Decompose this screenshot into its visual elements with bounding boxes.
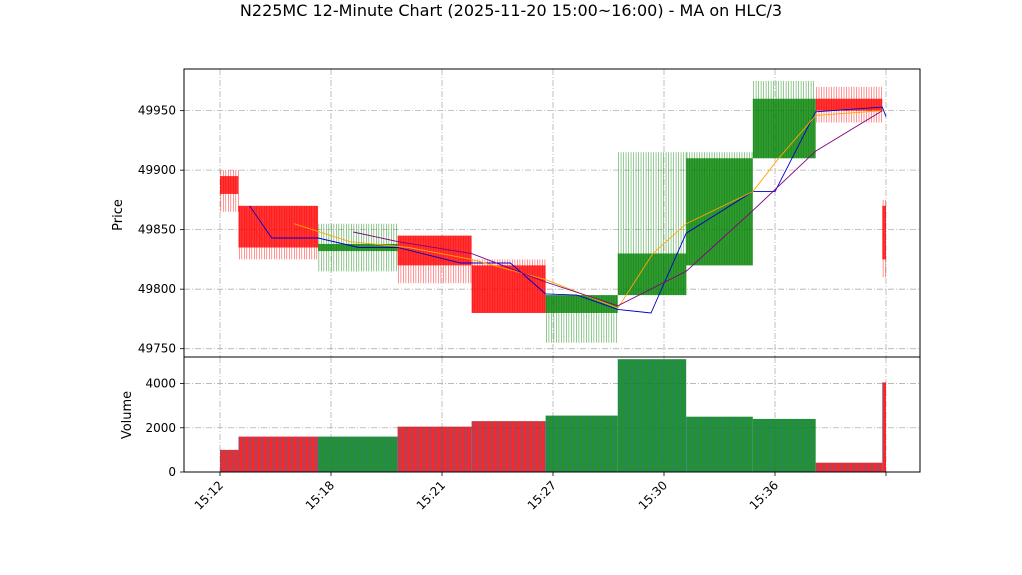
volume-bar [882,382,886,472]
price-axis: 49750 49800 49850 49900 49950 [138,104,184,356]
volume-axis-label: Volume [120,391,135,439]
candle-body [686,158,753,266]
price-tick-label: 49950 [138,104,176,118]
chart-title: N225MC 12-Minute Chart (2025-11-20 15:00… [240,1,782,20]
volume-tick-label: 0 [168,465,176,479]
time-tick-label: 15:27 [525,478,559,512]
volume-axis: 0 2000 4000 [145,377,184,479]
candle-body [238,205,319,248]
volume-tick-label: 4000 [145,377,176,391]
volume-bar [815,462,883,472]
volume-bar [220,449,239,472]
candle-body [882,205,886,260]
volume-tick-label: 2000 [145,421,176,435]
time-tick-label: 15:18 [303,478,337,512]
moving-average-line [353,110,883,307]
price-axis-label: Price [111,199,126,231]
moving-average-lines [249,106,887,314]
time-tick-label: 15:12 [192,478,226,512]
candle-bodies [220,98,886,313]
price-tick-label: 49800 [138,282,176,296]
candle-body [471,265,546,313]
moving-average-line [249,106,887,314]
volume-panel-frame [183,356,921,473]
candle-body [220,176,239,194]
price-tick-label: 49900 [138,163,176,177]
price-tick-label: 49750 [138,342,176,356]
candle-body [752,98,816,159]
time-tick-label: 15:36 [747,478,781,512]
price-tick-label: 49850 [138,223,176,237]
volume-bars [220,359,886,472]
moving-average-line [293,110,883,309]
volume-bar [545,415,618,472]
candle-body [815,98,883,111]
time-axis: 15:12 15:18 15:21 15:27 15:30 15:36 [192,472,887,513]
time-tick-label: 15:21 [414,478,448,512]
time-tick-label: 15:30 [636,478,670,512]
